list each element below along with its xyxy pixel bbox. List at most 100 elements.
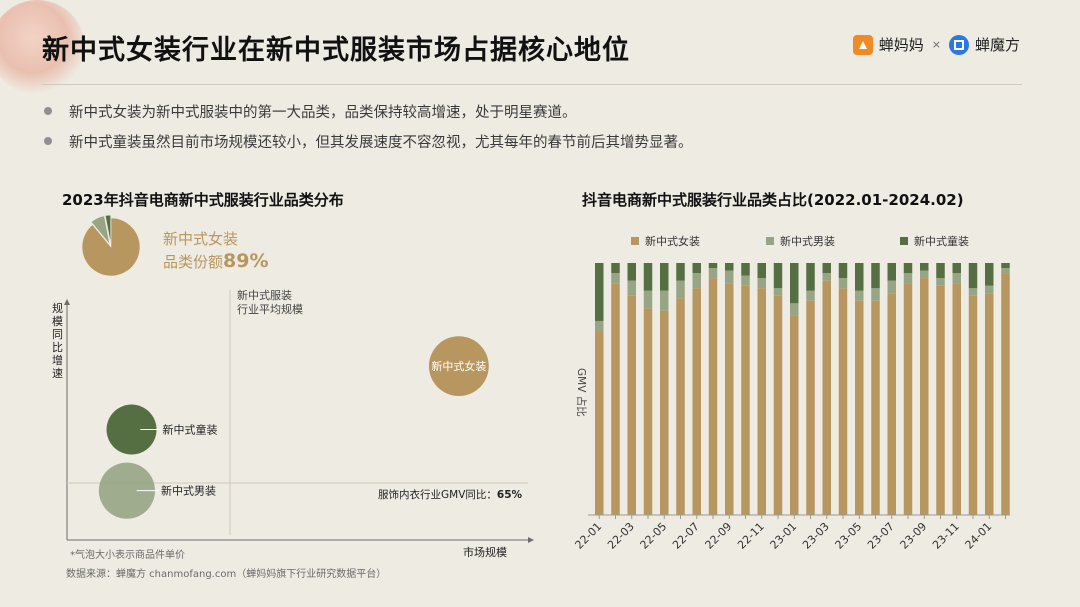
bar-segment [936, 278, 945, 286]
bar-segment [985, 285, 994, 294]
bar-segment [903, 263, 913, 274]
bar-segment [773, 263, 783, 289]
bar-segment [660, 263, 669, 291]
bubble-y-label-char: 增 [52, 353, 63, 367]
bullet-text: 新中式童装虽然目前市场规模还较小，但其发展速度不容忽视，尤其每年的春节前后其增势… [69, 134, 693, 151]
legend-swatch [766, 237, 774, 245]
brand1-label: 蝉妈妈 [878, 36, 924, 54]
bar-segment [855, 290, 864, 301]
bubble-y-label-char: 同 [52, 328, 63, 341]
bar-segment [773, 288, 783, 296]
bar-segment [790, 303, 799, 316]
bar-segment [757, 263, 766, 279]
ref-growth-label: 服饰内衣行业GMV同比：65% [378, 488, 523, 501]
legend-label: 新中式童装 [914, 234, 969, 248]
bar-x-tick-label: 23-09 [898, 520, 930, 552]
bar-segment [806, 300, 815, 515]
data-source: 数据来源：蝉魔方 chanmofang.com（蝉妈妈旗下行业研究数据平台） [66, 569, 387, 580]
bar-segment [725, 263, 734, 271]
bar-segment [676, 280, 685, 299]
bar-segment [725, 270, 734, 284]
bar-segment [627, 295, 636, 515]
bar-segment [920, 270, 929, 279]
bar-segment [855, 300, 864, 515]
bar-segment [757, 288, 766, 515]
bar-segment [741, 275, 750, 286]
bar-segment [920, 263, 929, 271]
pie-slice [104, 214, 112, 245]
bubble-y-label-char: 比 [52, 341, 63, 354]
legend-swatch [631, 237, 639, 245]
pie-callout: 新中式女装 品类份额89% [163, 228, 269, 273]
bar-x-tick-label: 22-05 [638, 520, 670, 552]
bubble-y-label-char: 模 [52, 315, 63, 328]
bar-x-tick-label: 22-09 [703, 520, 735, 552]
bullet-item: 新中式童装虽然目前市场规模还较小，但其发展速度不容忽视，尤其每年的春节前后其增势… [44, 126, 693, 156]
bar-segment [903, 273, 913, 284]
bar-segment [692, 263, 701, 274]
bar-segment [627, 263, 636, 281]
bullet-item: 新中式女装为新中式服装中的第一大品类，品类保持较高增速，处于明星赛道。 [44, 96, 693, 126]
bar-x-tick-label: 22-01 [573, 520, 605, 552]
avg-label-line1: 新中式服装 [237, 288, 292, 302]
bar-segment [903, 283, 913, 515]
bar-segment [887, 263, 896, 281]
bar-segment [1001, 268, 1010, 274]
bar-segment [708, 268, 718, 279]
bar-segment [692, 288, 701, 515]
bar-segment [643, 263, 653, 291]
chanmofang-logo-icon [948, 34, 969, 55]
bar-segment [595, 263, 604, 321]
pie-callout-value: 89% [223, 250, 269, 272]
bar-segment [887, 280, 896, 294]
bubble-size-note: *气泡大小表示商品件单价 [70, 550, 185, 561]
bar-segment [676, 298, 685, 515]
bar-segment [871, 263, 880, 289]
bullet-text: 新中式女装为新中式服装中的第一大品类，品类保持较高增速，处于明星赛道。 [69, 104, 577, 121]
bubble [428, 336, 489, 396]
bar-segment [822, 273, 831, 281]
bar-segment [887, 293, 896, 515]
bar-segment [790, 315, 799, 515]
bar-segment [643, 308, 653, 515]
bar-segment [1001, 263, 1010, 269]
bar-segment [952, 273, 961, 284]
bar-segment [871, 300, 880, 515]
bullet-list: 新中式女装为新中式服装中的第一大品类，品类保持较高增速，处于明星赛道。 新中式童… [44, 96, 693, 156]
bar-segment [985, 293, 994, 515]
bar-x-tick-label: 23-05 [833, 520, 865, 552]
bar-x-tick-label: 23-03 [800, 520, 832, 552]
avg-label-line2: 行业平均规模 [237, 302, 303, 316]
brand-separator: × [931, 38, 941, 51]
bubble [98, 462, 156, 519]
bubble-label: 新中式童装 [163, 423, 218, 437]
bar-segment [855, 263, 864, 291]
right-chart-title: 抖音电商新中式服装行业品类占比(2022.01-2024.02) [582, 191, 964, 209]
brand2-label: 蝉魔方 [974, 36, 1020, 54]
bullet-dot-icon [44, 137, 52, 145]
bar-x-tick-label: 22-07 [670, 520, 702, 552]
bubble-y-label-char: 规 [52, 301, 63, 315]
sun-decoration [0, 0, 85, 95]
bar-y-label: GMV 占比 [575, 368, 588, 417]
bar-segment [822, 263, 831, 274]
bubble-x-label: 市场规模 [463, 545, 507, 559]
bar-segment [660, 310, 669, 515]
bubble [106, 404, 157, 455]
bar-segment [757, 278, 766, 289]
bar-segment [952, 283, 961, 515]
bar-segment [708, 263, 718, 269]
bar-segment [660, 290, 669, 311]
bar-segment [936, 263, 945, 279]
bubble-y-label-char: 速 [52, 367, 63, 380]
bar-segment [920, 278, 929, 515]
legend-label: 新中式女装 [645, 234, 700, 248]
bar-segment [708, 278, 718, 515]
bar-segment [968, 288, 978, 296]
bar-x-tick-label: 23-11 [930, 520, 962, 552]
bar-segment [871, 288, 880, 301]
bar-segment [611, 263, 620, 274]
bar-segment [773, 295, 783, 515]
bar-x-tick-label: 23-01 [768, 520, 800, 552]
